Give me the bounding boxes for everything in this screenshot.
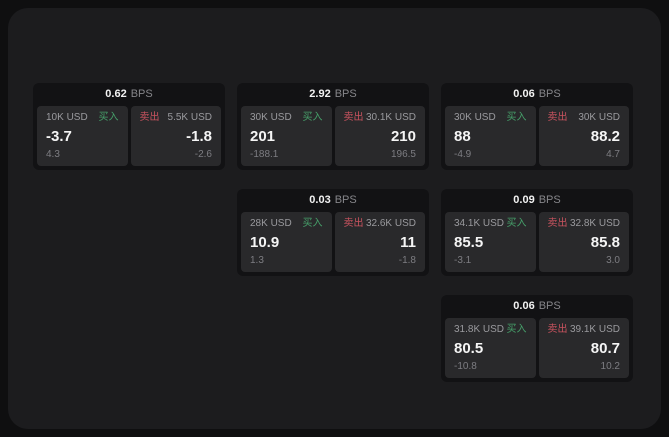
spread-header: 0.03 BPS [237, 189, 429, 212]
sell-change: -2.6 [194, 149, 212, 160]
buy-change: 4.3 [46, 149, 60, 160]
sell-side-label: 卖出 [343, 218, 364, 229]
spread-unit: BPS [538, 88, 561, 100]
buy-change: -3.1 [454, 255, 472, 266]
quote-body: 10K USD 买入 -3.7 4.3 卖出 5.5K USD -1.8 -2.… [33, 106, 225, 170]
buy-pane[interactable]: 28K USD 买入 10.9 1.3 [241, 212, 332, 272]
sell-change: 196.5 [390, 149, 416, 160]
sell-price: 80.7 [590, 340, 620, 357]
sell-amount: 39.1K USD [569, 324, 620, 335]
buy-pane[interactable]: 30K USD 买入 201 -188.1 [241, 106, 332, 166]
spread-unit: BPS [538, 194, 561, 206]
spread-unit: BPS [130, 88, 153, 100]
buy-change: -188.1 [250, 149, 279, 160]
spread-value: 0.06 [513, 88, 535, 100]
sell-amount: 5.5K USD [167, 112, 212, 123]
buy-price: 80.5 [454, 340, 484, 357]
buy-side-label: 买入 [506, 112, 527, 123]
spread-unit: BPS [334, 88, 357, 100]
sell-side-label: 卖出 [547, 324, 568, 335]
sell-change: 10.2 [600, 361, 620, 372]
buy-side-label: 买入 [506, 324, 527, 335]
sell-amount: 32.6K USD [365, 218, 416, 229]
quote-card: 0.62 BPS 10K USD 买入 -3.7 4.3 卖出 5.5K USD [33, 83, 225, 170]
buy-pane[interactable]: 30K USD 买入 88 -4.9 [445, 106, 536, 166]
buy-amount: 31.8K USD [454, 324, 505, 335]
buy-change: -4.9 [454, 149, 472, 160]
sell-price: 88.2 [590, 128, 620, 145]
buy-amount: 10K USD [46, 112, 88, 123]
spread-unit: BPS [334, 194, 357, 206]
buy-price: 10.9 [250, 234, 280, 251]
sell-change: -1.8 [398, 255, 416, 266]
buy-change: -10.8 [454, 361, 477, 372]
buy-amount: 30K USD [250, 112, 292, 123]
buy-price: 88 [454, 128, 471, 145]
quote-card: 2.92 BPS 30K USD 买入 201 -188.1 卖出 30.1K … [237, 83, 429, 170]
buy-pane[interactable]: 34.1K USD 买入 85.5 -3.1 [445, 212, 536, 272]
sell-pane[interactable]: 卖出 5.5K USD -1.8 -2.6 [130, 106, 221, 166]
sell-price: 210 [390, 128, 416, 145]
sell-change: 3.0 [606, 255, 620, 266]
sell-side-label: 卖出 [547, 218, 568, 229]
buy-pane[interactable]: 31.8K USD 买入 80.5 -10.8 [445, 318, 536, 378]
buy-side-label: 买入 [506, 218, 527, 229]
spread-header: 0.06 BPS [441, 83, 633, 106]
spread-header: 0.62 BPS [33, 83, 225, 106]
buy-amount: 30K USD [454, 112, 496, 123]
buy-price: -3.7 [46, 128, 72, 145]
quote-body: 28K USD 买入 10.9 1.3 卖出 32.6K USD 11 -1.8 [237, 212, 429, 276]
sell-price: -1.8 [186, 128, 212, 145]
sell-amount: 30K USD [578, 112, 620, 123]
quote-card: 0.06 BPS 30K USD 买入 88 -4.9 卖出 30K USD [441, 83, 633, 170]
buy-amount: 34.1K USD [454, 218, 505, 229]
quote-body: 31.8K USD 买入 80.5 -10.8 卖出 39.1K USD 80.… [441, 318, 633, 382]
quote-card: 0.06 BPS 31.8K USD 买入 80.5 -10.8 卖出 39.1… [441, 295, 633, 382]
sell-side-label: 卖出 [343, 112, 364, 123]
spread-header: 0.06 BPS [441, 295, 633, 318]
sell-price: 11 [400, 234, 416, 251]
spread-value: 2.92 [309, 88, 331, 100]
sell-amount: 30.1K USD [365, 112, 416, 123]
quotes-grid: 0.62 BPS 10K USD 买入 -3.7 4.3 卖出 5.5K USD [33, 83, 633, 382]
sell-pane[interactable]: 卖出 30.1K USD 210 196.5 [334, 106, 425, 166]
spread-header: 2.92 BPS [237, 83, 429, 106]
spread-value: 0.62 [105, 88, 127, 100]
spread-unit: BPS [538, 300, 561, 312]
quote-card: 0.09 BPS 34.1K USD 买入 85.5 -3.1 卖出 32.8K… [441, 189, 633, 276]
buy-side-label: 买入 [302, 112, 323, 123]
sell-price: 85.8 [590, 234, 620, 251]
sell-pane[interactable]: 卖出 39.1K USD 80.7 10.2 [538, 318, 629, 378]
sell-side-label: 卖出 [139, 112, 160, 123]
buy-price: 201 [250, 128, 276, 145]
dashboard-panel: 0.62 BPS 10K USD 买入 -3.7 4.3 卖出 5.5K USD [8, 8, 661, 429]
buy-side-label: 买入 [98, 112, 119, 123]
spread-header: 0.09 BPS [441, 189, 633, 212]
buy-pane[interactable]: 10K USD 买入 -3.7 4.3 [37, 106, 128, 166]
spread-value: 0.03 [309, 194, 331, 206]
quote-card: 0.03 BPS 28K USD 买入 10.9 1.3 卖出 32.6K US… [237, 189, 429, 276]
buy-price: 85.5 [454, 234, 484, 251]
buy-side-label: 买入 [302, 218, 323, 229]
quote-body: 34.1K USD 买入 85.5 -3.1 卖出 32.8K USD 85.8… [441, 212, 633, 276]
spread-value: 0.09 [513, 194, 535, 206]
spread-value: 0.06 [513, 300, 535, 312]
sell-pane[interactable]: 卖出 32.8K USD 85.8 3.0 [538, 212, 629, 272]
sell-pane[interactable]: 卖出 32.6K USD 11 -1.8 [334, 212, 425, 272]
quote-body: 30K USD 买入 201 -188.1 卖出 30.1K USD 210 1… [237, 106, 429, 170]
quote-body: 30K USD 买入 88 -4.9 卖出 30K USD 88.2 4.7 [441, 106, 633, 170]
sell-pane[interactable]: 卖出 30K USD 88.2 4.7 [538, 106, 629, 166]
buy-amount: 28K USD [250, 218, 292, 229]
sell-side-label: 卖出 [547, 112, 568, 123]
sell-amount: 32.8K USD [569, 218, 620, 229]
buy-change: 1.3 [250, 255, 264, 266]
sell-change: 4.7 [606, 149, 620, 160]
